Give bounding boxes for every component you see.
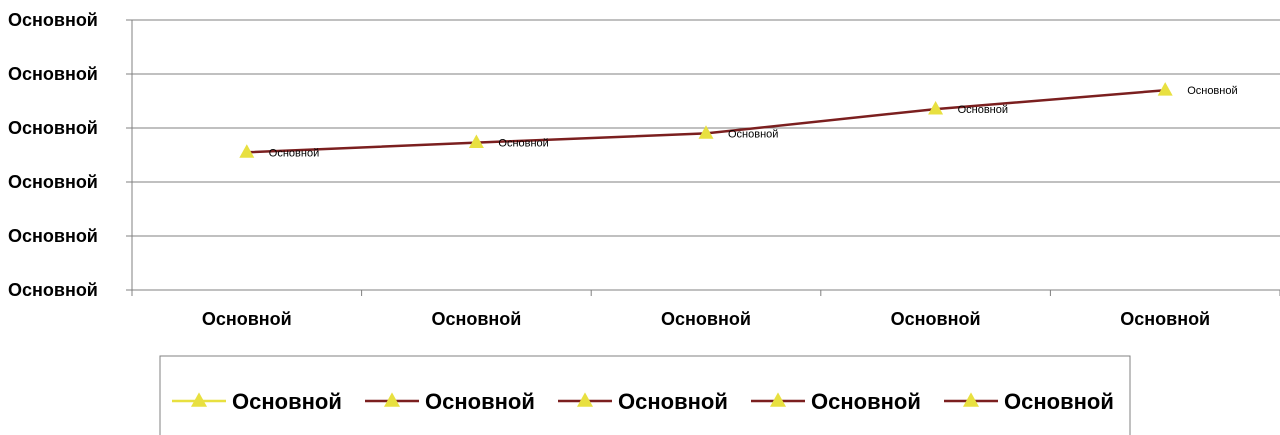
legend-entry-label: Основной	[425, 389, 535, 414]
y-tick-label: Основной	[8, 10, 98, 30]
series-layer: Основной Основной Основной Основной Основной	[239, 82, 1238, 159]
x-tick-label: Основной	[661, 309, 751, 329]
legend-marker-swatch	[191, 392, 207, 407]
data-label: Основной	[1187, 85, 1237, 97]
y-tick-label: Основной	[8, 226, 98, 246]
x-tick-label: Основной	[431, 309, 521, 329]
data-point-marker	[468, 134, 484, 148]
legend-marker-swatch	[770, 392, 786, 407]
legend: Основной Основной Основной Основной Основной	[159, 355, 1131, 435]
legend-box	[159, 355, 1131, 435]
y-axis-ticks: Основной Основной Основной Основной Основной…	[8, 10, 132, 300]
data-label: Основной	[728, 128, 778, 140]
data-label: Основной	[269, 147, 319, 159]
data-point-marker	[1157, 82, 1173, 96]
x-axis-ticks: Основной Основной Основной Основной Основной	[131, 290, 1280, 329]
y-tick-label: Основной	[8, 280, 98, 300]
data-point-marker	[928, 101, 944, 115]
data-point-marker	[239, 144, 255, 158]
legend-marker-swatch	[577, 392, 593, 407]
y-tick-label: Основной	[8, 64, 98, 84]
legend-marker-swatch	[384, 392, 400, 407]
data-point-marker	[698, 125, 714, 139]
data-label: Основной	[498, 138, 548, 150]
x-tick-label: Основной	[1120, 309, 1210, 329]
x-tick-label: Основной	[891, 309, 981, 329]
legend-entry-label: Основной	[1004, 389, 1114, 414]
legend-entry-label: Основной	[232, 389, 342, 414]
legend-entry-label: Основной	[811, 389, 921, 414]
series-line	[246, 88, 1166, 154]
data-label: Основной	[958, 104, 1008, 116]
legend-marker-swatch	[963, 392, 979, 407]
y-tick-label: Основной	[8, 118, 98, 138]
y-tick-label: Основной	[8, 172, 98, 192]
legend-entry-label: Основной	[618, 389, 728, 414]
x-tick-label: Основной	[202, 309, 292, 329]
